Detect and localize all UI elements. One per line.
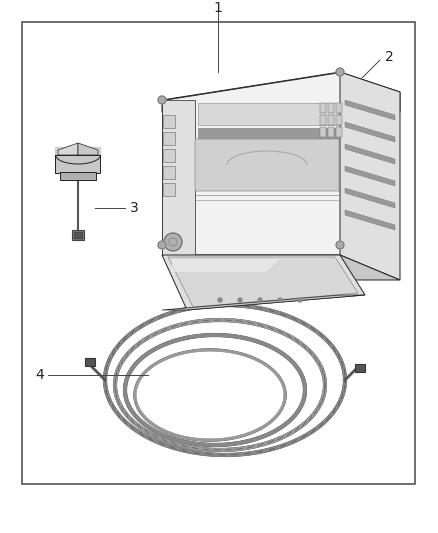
Polygon shape — [345, 122, 395, 142]
Circle shape — [158, 96, 166, 104]
Circle shape — [218, 298, 222, 302]
Bar — [74, 232, 82, 238]
Polygon shape — [162, 255, 365, 310]
Bar — [163, 132, 175, 145]
Circle shape — [336, 68, 344, 76]
Polygon shape — [172, 259, 280, 272]
Bar — [198, 128, 338, 138]
Bar — [336, 115, 342, 125]
FancyBboxPatch shape — [195, 139, 339, 191]
Polygon shape — [78, 143, 98, 155]
Polygon shape — [340, 72, 400, 280]
Bar — [336, 127, 342, 137]
Polygon shape — [162, 100, 195, 255]
Bar — [328, 127, 334, 137]
Polygon shape — [58, 143, 78, 155]
Bar — [72, 230, 84, 240]
Text: 3: 3 — [130, 201, 139, 215]
Circle shape — [164, 233, 182, 251]
Bar — [85, 358, 95, 366]
Bar — [355, 364, 365, 372]
Circle shape — [278, 298, 282, 302]
Bar — [22, 22, 415, 484]
Bar — [55, 155, 100, 173]
Bar — [320, 127, 326, 137]
Bar — [60, 172, 96, 180]
Bar — [328, 115, 334, 125]
Bar — [163, 166, 175, 179]
Text: 2: 2 — [385, 50, 394, 64]
Circle shape — [336, 241, 344, 249]
Circle shape — [158, 241, 166, 249]
Polygon shape — [162, 255, 400, 280]
Bar — [320, 103, 326, 113]
Circle shape — [298, 298, 302, 302]
Text: 4: 4 — [35, 368, 44, 382]
Polygon shape — [55, 155, 100, 162]
Polygon shape — [168, 257, 358, 307]
Polygon shape — [345, 210, 395, 230]
Polygon shape — [135, 350, 285, 440]
Bar — [328, 103, 334, 113]
Polygon shape — [162, 72, 400, 112]
Bar — [320, 115, 326, 125]
Polygon shape — [162, 295, 365, 310]
Text: 1: 1 — [214, 1, 223, 15]
Bar — [163, 115, 175, 128]
Bar — [198, 103, 338, 125]
Polygon shape — [345, 166, 395, 186]
Polygon shape — [345, 144, 395, 164]
Bar — [163, 183, 175, 196]
Polygon shape — [345, 188, 395, 208]
Circle shape — [258, 298, 262, 302]
Bar — [336, 103, 342, 113]
Polygon shape — [162, 72, 340, 255]
Bar — [163, 149, 175, 162]
Polygon shape — [345, 100, 395, 120]
Circle shape — [238, 298, 242, 302]
